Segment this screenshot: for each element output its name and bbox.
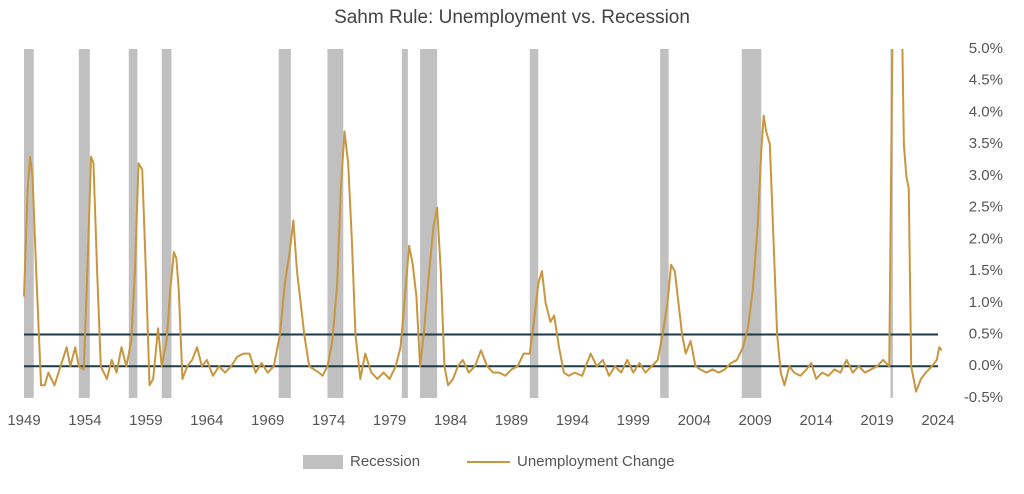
y-tick-label: -0.5%: [964, 389, 1003, 406]
x-tick-label: 2014: [799, 412, 832, 429]
recession-band: [890, 49, 893, 398]
y-tick-label: 5.0%: [969, 40, 1003, 57]
y-tick-label: 3.0%: [969, 167, 1003, 184]
x-tick-label: 2004: [678, 412, 711, 429]
y-tick-label: 2.0%: [969, 230, 1003, 247]
x-tick-label: 1989: [495, 412, 528, 429]
y-tick-label: 4.5%: [969, 72, 1003, 89]
legend-label: Recession: [350, 453, 420, 470]
x-tick-label: 1954: [68, 412, 101, 429]
recession-band: [327, 49, 344, 398]
y-tick-label: 4.0%: [969, 103, 1003, 120]
recession-band: [420, 49, 438, 398]
y-tick-label: 0.0%: [969, 357, 1003, 374]
x-tick-label: 1964: [190, 412, 223, 429]
x-tick-label: 2009: [739, 412, 772, 429]
data-line: [23, 49, 943, 393]
recession-band: [128, 49, 138, 398]
legend-label: Unemployment Change: [517, 453, 675, 470]
y-tick-label: 3.5%: [969, 135, 1003, 152]
x-tick-label: 1994: [556, 412, 589, 429]
y-tick-label: 0.5%: [969, 326, 1003, 343]
x-tick-label: 1974: [312, 412, 345, 429]
recession-band: [78, 49, 90, 398]
y-tick-label: 1.5%: [969, 262, 1003, 279]
recession-band: [741, 49, 762, 398]
recession-band: [401, 49, 408, 398]
recession-band: [660, 49, 669, 398]
recession-band: [161, 49, 172, 398]
recession-band: [24, 49, 34, 398]
recession-band: [529, 49, 539, 398]
x-tick-label: 1949: [7, 412, 40, 429]
recession-band: [278, 49, 291, 398]
x-tick-label: 1999: [617, 412, 650, 429]
chart-title: Sahm Rule: Unemployment vs. Recession: [334, 7, 690, 28]
x-tick-label: 2019: [860, 412, 893, 429]
legend-swatch: [303, 455, 343, 469]
x-tick-label: 1959: [129, 412, 162, 429]
x-tick-label: 2024: [921, 412, 954, 429]
y-tick-label: 1.0%: [969, 294, 1003, 311]
y-tick-label: 2.5%: [969, 199, 1003, 216]
x-tick-label: 1984: [434, 412, 467, 429]
x-tick-label: 1969: [251, 412, 284, 429]
x-tick-label: 1979: [373, 412, 406, 429]
